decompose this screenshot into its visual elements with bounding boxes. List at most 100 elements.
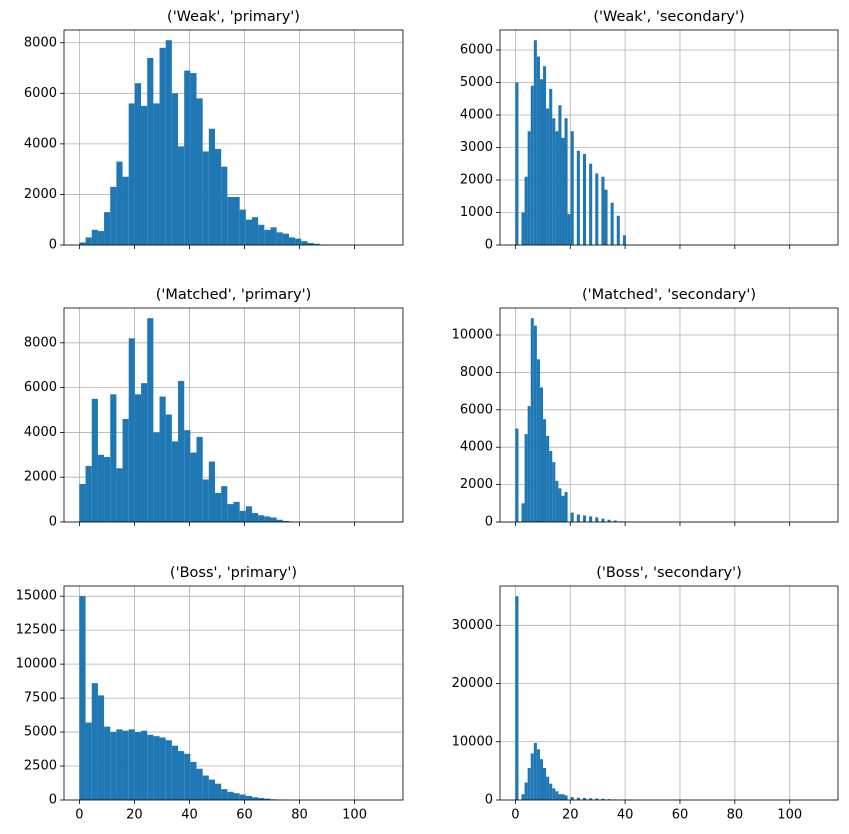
histogram-bar [178,380,185,522]
histogram-bar [521,794,525,800]
histogram-bar [539,79,544,246]
histogram-bar [527,131,531,245]
histogram-bar [245,219,252,245]
histogram-bar [221,486,228,522]
histogram-bar [196,436,203,522]
histogram-bar [524,782,528,800]
chart-title: ('Weak', 'secondary') [593,9,744,25]
histogram-bar [79,483,86,522]
x-tick-label: 100 [342,808,367,823]
histogram-bar [171,441,179,522]
histogram-bar [549,450,553,522]
axes-frame [499,29,839,246]
histogram-bar [264,229,271,245]
histogram-bar [233,501,240,522]
histogram-bar [515,82,519,245]
histogram-bar [258,224,265,245]
y-tick-label: 0 [49,793,57,808]
y-tick-label: 8000 [460,365,493,380]
histogram-bar [607,799,611,800]
histogram-bar [79,242,86,245]
histogram-bar [567,214,571,245]
histogram-bar [515,596,519,800]
histogram-bar [589,516,593,522]
histogram-bar [171,745,179,800]
histogram-bar [221,166,228,245]
histogram-bar [595,798,599,800]
histogram-bar [171,93,179,245]
histogram-bar [245,506,252,522]
histogram-bar [301,241,308,245]
histogram-bar [521,503,525,522]
histogram-bar [561,137,565,245]
histogram-bar [543,767,547,800]
histogram-bar [564,795,568,800]
histogram-bar [147,57,154,246]
histogram-bar [564,492,568,522]
histogram-bar [165,40,172,245]
histogram-bar [104,726,111,800]
histogram-bar [295,238,302,245]
y-tick-label: 6000 [460,42,493,57]
histogram-bar [251,513,259,522]
y-tick-label: 2500 [24,759,57,774]
histogram-bar [190,73,197,245]
histogram-bar [610,202,614,245]
y-tick-label: 12500 [16,623,57,638]
histogram-bar [530,85,534,245]
histogram-bar [184,430,191,522]
histogram-bar [570,131,574,245]
histogram-bar [227,791,234,800]
x-tick-label: 60 [236,808,253,823]
histogram-bar [576,514,580,522]
histogram-bar [546,108,550,245]
histogram-bar [582,515,587,522]
histogram-bar [147,734,154,800]
histogram-bar [530,753,534,800]
histogram-bar [159,47,166,245]
histogram-bar [533,325,537,522]
histogram-bar [159,737,166,800]
histogram-bar [97,695,105,800]
histogram-bar [104,457,111,522]
histogram-bar [239,510,246,522]
histogram-bar [184,753,191,800]
histogram-bar [227,504,234,522]
histogram-bar [221,789,228,800]
histogram-bar [527,767,531,800]
y-tick-label: 30000 [452,618,493,633]
chart-title: ('Matched', 'secondary') [582,287,756,303]
histogram-bar [576,150,580,245]
y-tick-label: 10000 [16,657,57,672]
histogram-bar [555,131,559,245]
axes-frame [499,585,839,801]
histogram-bar [178,751,185,800]
histogram-bar [539,759,544,800]
histogram-bar [258,797,265,800]
histogram-bar [570,797,574,800]
histogram-bar [165,414,172,522]
histogram-bar [524,434,528,522]
histogram-bar [202,151,209,245]
histogram-bar [270,517,277,522]
histogram-bar [147,318,154,522]
histogram-bar [97,231,105,245]
histogram-bar [104,212,111,245]
histogram-bar [549,88,553,245]
histogram-bar [116,468,123,522]
histogram-bar [190,452,197,522]
chart-title: ('Matched', 'primary') [156,287,312,303]
histogram-bar [227,196,234,245]
histogram-bar [576,797,580,800]
histogram-bar [307,242,314,245]
histogram-bar [79,596,86,800]
histogram-bar [110,732,117,800]
x-tick-label: 20 [562,808,579,823]
histogram-bar [178,146,185,245]
histogram-bar [589,798,593,800]
histogram-bar [239,794,246,800]
histogram-bar [282,520,289,522]
histogram-bar [153,736,160,800]
x-tick-label: 80 [727,808,744,823]
histogram-bar [184,70,191,246]
